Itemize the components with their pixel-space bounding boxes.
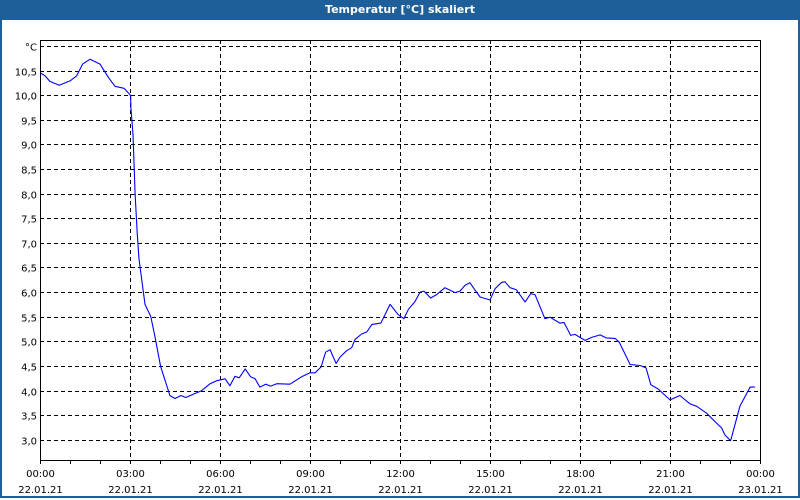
x-tick-date-label: 22.01.21 bbox=[18, 485, 63, 496]
y-tick-label: 6,5 bbox=[21, 264, 37, 275]
x-tick-date-label: 22.01.21 bbox=[558, 485, 603, 496]
y-tick-label: 7,5 bbox=[21, 215, 37, 226]
x-tick-time-label: 00:00 bbox=[26, 469, 55, 480]
x-tick-time-label: 00:00 bbox=[746, 469, 775, 480]
y-tick-label: 6,0 bbox=[21, 289, 37, 300]
y-tick-label: 5,5 bbox=[21, 314, 37, 325]
window-title: Temperatur [°C] skaliert bbox=[0, 0, 800, 20]
y-tick-label: 4,0 bbox=[21, 388, 37, 399]
y-tick-label: 3,5 bbox=[21, 412, 37, 423]
y-tick-label: 7,0 bbox=[21, 240, 37, 251]
x-tick-date-label: 22.01.21 bbox=[198, 485, 243, 496]
temperature-series-line bbox=[40, 58, 755, 442]
y-tick-label: 3,0 bbox=[21, 437, 37, 448]
x-tick-time-label: 15:00 bbox=[476, 469, 505, 480]
plot-area-frame bbox=[40, 40, 761, 461]
x-tick-time-label: 03:00 bbox=[116, 469, 145, 480]
x-tick-date-label: 22.01.21 bbox=[108, 485, 153, 496]
y-tick-label: 8,0 bbox=[21, 191, 37, 202]
y-tick-label: 5,0 bbox=[21, 338, 37, 349]
x-tick-date-label: 22.01.21 bbox=[648, 485, 693, 496]
y-axis-unit-label: °C bbox=[25, 43, 37, 54]
x-tick-time-label: 09:00 bbox=[296, 469, 325, 480]
y-tick-label: 9,5 bbox=[21, 117, 37, 128]
y-tick-label: 4,5 bbox=[21, 363, 37, 374]
y-tick-label: 9,0 bbox=[21, 141, 37, 152]
y-tick-label: 8,5 bbox=[21, 166, 37, 177]
x-tick-time-label: 21:00 bbox=[656, 469, 685, 480]
y-tick-label: 10,5 bbox=[15, 68, 37, 79]
x-tick-date-label: 22.01.21 bbox=[378, 485, 423, 496]
x-tick-time-label: 06:00 bbox=[206, 469, 235, 480]
x-tick-date-label: 23.01.21 bbox=[738, 485, 783, 496]
x-tick-date-label: 22.01.21 bbox=[288, 485, 333, 496]
x-tick-time-label: 12:00 bbox=[386, 469, 415, 480]
x-tick-date-label: 22.01.21 bbox=[468, 485, 513, 496]
y-tick-label: 10,0 bbox=[15, 92, 37, 103]
x-tick-time-label: 18:00 bbox=[566, 469, 595, 480]
